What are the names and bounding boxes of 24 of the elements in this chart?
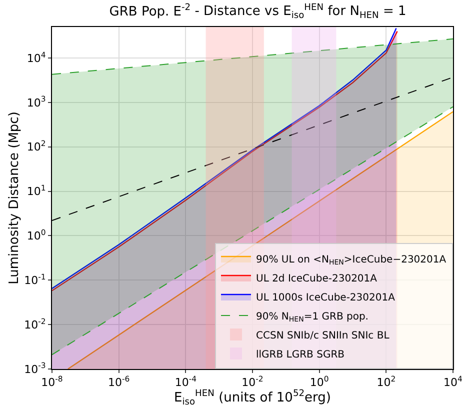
y-tick-label: 10$^{-3}$ — [24, 361, 46, 376]
x-tick-label: 10$^{0}$ — [310, 374, 329, 390]
x-tick-label: 10$^{-8}$ — [41, 374, 63, 390]
legend-label: 90% UL on <N$_{HEN}$>IceCube−230201A — [256, 254, 446, 266]
y-tick-label: 10$^{1}$ — [26, 184, 46, 198]
x-axis-title: E$_{iso}$$^{HEN}$ (units of 10$^{52}$erg) — [174, 389, 331, 408]
band-label: llGRB LGRB SGRB — [256, 349, 345, 360]
x-tick-label: 10$^{-4}$ — [174, 374, 197, 390]
x-tick-label: 10$^{-2}$ — [242, 374, 264, 390]
chart-title: GRB Pop. E$^{-2}$ - Distance vs E$_{iso}$$^{HEN}$ for N$_{HEN}$ = 1 — [109, 2, 406, 21]
y-tick-label: 10$^{3}$ — [26, 94, 46, 110]
legend-label: UL 2d IceCube-230201A — [256, 273, 378, 284]
y-tick-label: 10$^{2}$ — [26, 139, 46, 154]
y-tick-label: 10$^{-2}$ — [24, 316, 46, 332]
x-tick-label: 10$^{2}$ — [376, 374, 396, 390]
band-label: CCSN SNIb/c SNIIn SNIc BL — [256, 330, 390, 342]
x-tick-label: 10$^{-6}$ — [108, 374, 130, 390]
y-tick-label: 10$^{4}$ — [26, 50, 46, 65]
legend-label: UL 1000s IceCube-230201A — [256, 292, 396, 304]
y-tick-label: 10$^{-1}$ — [24, 272, 46, 288]
x-tick-label: 10$^{4}$ — [444, 374, 463, 390]
y-axis-title: Luminosity Distance (Mpc) — [7, 112, 22, 284]
legend-label: 90% N$_{HEN}$=1 GRB pop. — [256, 311, 368, 324]
y-tick-label: 10$^{0}$ — [26, 228, 46, 243]
